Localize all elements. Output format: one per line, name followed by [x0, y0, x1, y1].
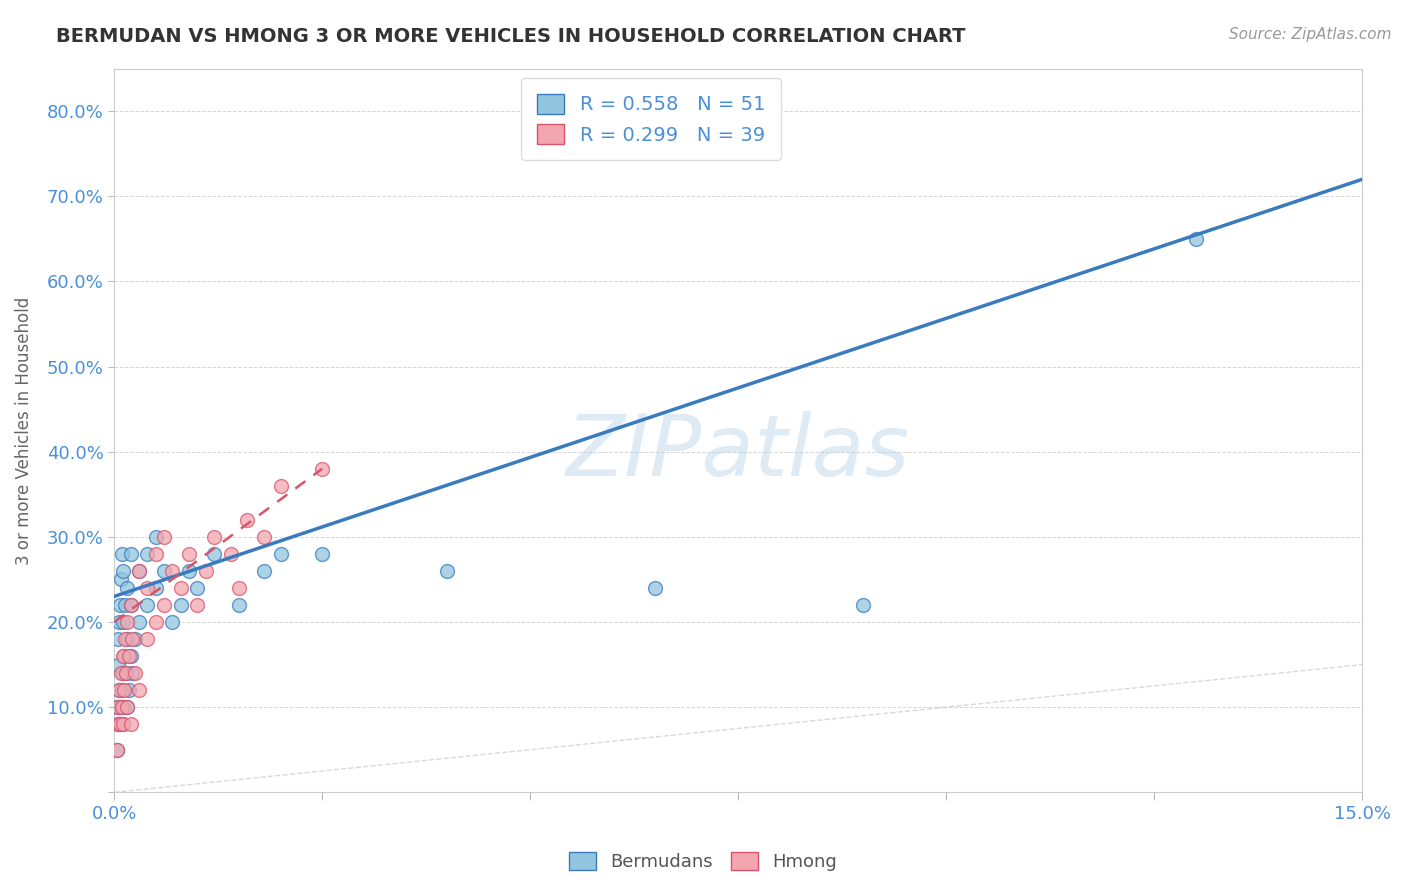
Point [111, 666, 134, 681]
Point [105, 742, 128, 756]
Point [108, 717, 131, 731]
Point [136, 547, 159, 561]
Text: BERMUDAN VS HMONG 3 OR MORE VEHICLES IN HOUSEHOLD CORRELATION CHART: BERMUDAN VS HMONG 3 OR MORE VEHICLES IN … [56, 27, 966, 45]
Point [111, 717, 134, 731]
Point [118, 683, 141, 698]
Point [105, 742, 128, 756]
Point [111, 564, 134, 578]
Point [111, 717, 134, 731]
Y-axis label: 3 or more Vehicles in Household: 3 or more Vehicles in Household [15, 296, 32, 565]
Point [228, 598, 250, 612]
Point [145, 581, 167, 595]
Point [1185, 232, 1208, 246]
Point [153, 598, 176, 612]
Point [128, 615, 150, 629]
Point [107, 632, 129, 646]
Point [112, 700, 135, 714]
Legend: R = 0.558   N = 51, R = 0.299   N = 39: R = 0.558 N = 51, R = 0.299 N = 39 [522, 78, 780, 161]
Point [108, 683, 131, 698]
Point [128, 564, 150, 578]
Point [120, 598, 142, 612]
Point [108, 598, 131, 612]
Point [644, 581, 666, 595]
Point [177, 564, 200, 578]
Point [105, 700, 128, 714]
Point [145, 547, 167, 561]
Point [110, 573, 132, 587]
Point [311, 461, 333, 475]
Point [107, 717, 129, 731]
Point [114, 632, 136, 646]
Point [202, 530, 225, 544]
Point [111, 700, 134, 714]
Point [124, 632, 146, 646]
Point [111, 683, 134, 698]
Point [120, 648, 142, 663]
Point [115, 700, 138, 714]
Point [108, 717, 131, 731]
Point [124, 666, 146, 681]
Point [436, 564, 458, 578]
Point [153, 564, 176, 578]
Point [107, 700, 129, 714]
Point [120, 717, 142, 731]
Point [170, 598, 193, 612]
Point [270, 479, 292, 493]
Point [111, 547, 134, 561]
Point [108, 683, 131, 698]
Point [110, 666, 132, 681]
Point [153, 530, 176, 544]
Point [136, 598, 159, 612]
Point [111, 615, 134, 629]
Point [202, 547, 225, 561]
Point [162, 615, 184, 629]
Point [107, 700, 129, 714]
Point [110, 700, 132, 714]
Point [253, 530, 276, 544]
Point [118, 648, 141, 663]
Point [186, 598, 208, 612]
Point [120, 547, 142, 561]
Point [114, 666, 136, 681]
Legend: Bermudans, Hmong: Bermudans, Hmong [561, 845, 845, 879]
Point [121, 632, 143, 646]
Point [128, 683, 150, 698]
Point [177, 547, 200, 561]
Point [311, 547, 333, 561]
Point [117, 581, 139, 595]
Point [112, 683, 135, 698]
Point [145, 530, 167, 544]
Point [120, 598, 142, 612]
Point [253, 564, 276, 578]
Point [115, 632, 138, 646]
Point [114, 666, 136, 681]
Point [145, 615, 167, 629]
Point [128, 564, 150, 578]
Point [236, 513, 259, 527]
Point [107, 717, 129, 731]
Point [228, 581, 250, 595]
Point [112, 648, 135, 663]
Point [136, 581, 159, 595]
Point [270, 547, 292, 561]
Point [219, 547, 242, 561]
Point [108, 615, 131, 629]
Point [852, 598, 875, 612]
Point [107, 657, 129, 672]
Text: Source: ZipAtlas.com: Source: ZipAtlas.com [1229, 27, 1392, 42]
Point [170, 581, 193, 595]
Text: ZIPatlas: ZIPatlas [567, 410, 911, 493]
Point [162, 564, 184, 578]
Point [117, 615, 139, 629]
Point [194, 564, 217, 578]
Point [111, 648, 134, 663]
Point [114, 598, 136, 612]
Point [115, 700, 138, 714]
Point [186, 581, 208, 595]
Point [121, 666, 143, 681]
Point [136, 632, 159, 646]
